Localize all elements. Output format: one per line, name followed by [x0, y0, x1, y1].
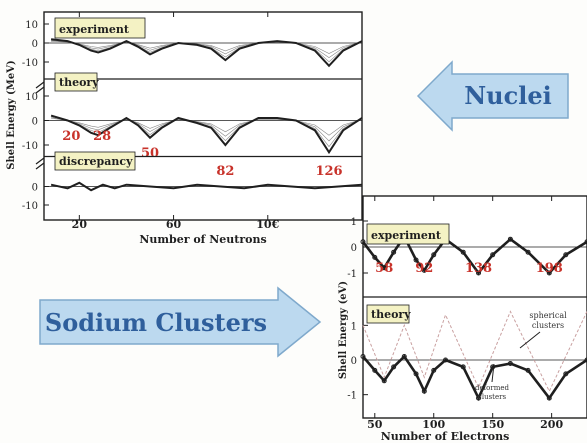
data-point — [546, 395, 552, 401]
spherical-callout-label: spherical — [529, 311, 567, 320]
nuclei-experiment-line — [50, 38, 363, 68]
data-point — [372, 367, 378, 373]
magic-number-label: 82 — [216, 164, 234, 179]
y-tick-label: -10 — [22, 58, 38, 69]
data-point — [490, 364, 496, 370]
x-axis-label: Number of Neutrons — [139, 233, 266, 246]
data-point — [421, 267, 427, 273]
y-tick-label: 0 — [32, 39, 38, 50]
panel-label: theory — [371, 308, 411, 321]
data-point — [401, 354, 407, 360]
nuclei-arrow-label: Nuclei — [464, 81, 552, 110]
nuclei-discrepancy-line — [50, 181, 363, 192]
nuclei-arrow-shape — [416, 60, 569, 132]
panel-label-box — [54, 151, 136, 171]
data-point — [546, 270, 552, 276]
y-tick-label: 0 — [32, 117, 38, 128]
y-axis-label: Shell Energy (eV) — [338, 281, 349, 379]
spherical-clusters-line — [362, 310, 587, 393]
y-tick-label: 10 — [25, 92, 38, 103]
data-point — [431, 252, 437, 258]
data-point — [525, 249, 531, 255]
panel-label-box — [54, 17, 146, 39]
data-point — [490, 252, 496, 258]
clusters-arrow: Sodium Clusters — [39, 286, 322, 358]
deformed-callout-label: clusters — [478, 393, 507, 401]
clusters-arrow-label: Sodium Clusters — [45, 308, 267, 337]
panel-label: theory — [59, 76, 99, 89]
panel-label: discrepancy — [59, 155, 133, 168]
data-point — [360, 239, 366, 245]
panel-label-box — [366, 304, 410, 324]
y-tick-label: 1 — [351, 217, 357, 228]
magic-number-label: 138 — [465, 261, 492, 276]
x-tick-label: 60 — [166, 218, 182, 231]
data-point — [421, 388, 427, 394]
y-tick-label: -1 — [347, 269, 357, 280]
data-point — [584, 357, 587, 363]
data-point — [391, 249, 397, 255]
clusters-arrow-shape — [39, 286, 322, 358]
data-point — [372, 254, 378, 260]
nuclei-theory-line — [50, 114, 363, 155]
spherical-callout-label: clusters — [532, 321, 564, 330]
data-point — [563, 252, 569, 258]
data-point — [460, 364, 466, 370]
data-point — [507, 236, 513, 242]
magic-number-label: 20 — [62, 129, 80, 144]
magic-number-label: 28 — [93, 129, 111, 144]
data-point — [443, 357, 449, 363]
magic-number-label: 198 — [536, 261, 563, 276]
x-tick-label: 10€ — [256, 218, 279, 231]
magic-number-label: 126 — [315, 164, 342, 179]
y-tick-label: 0 — [351, 356, 357, 367]
data-point — [360, 354, 366, 360]
y-tick-label: -10 — [22, 201, 38, 212]
panel-label-box — [54, 72, 98, 92]
data-point — [460, 249, 466, 255]
data-point — [381, 265, 387, 271]
nuclei-arrow: Nuclei — [416, 60, 569, 132]
nuclei-chart: 10 0 -10 experiment 10 0 -10 20 28 50 82 126 theory 0… — [6, 11, 363, 246]
magic-number-label: 92 — [415, 261, 433, 276]
y-tick-label: -10 — [22, 141, 38, 152]
deformed-clusters-line — [362, 354, 587, 402]
deformed-callout-arrow — [491, 363, 495, 383]
spherical-callout-arrow — [519, 331, 541, 349]
panel-label: experiment — [371, 229, 442, 242]
panel-label-box — [366, 223, 450, 245]
data-point — [525, 367, 531, 373]
axis-break-mark — [35, 81, 45, 94]
data-point — [431, 367, 437, 373]
data-point — [381, 378, 387, 384]
data-point — [584, 239, 587, 245]
data-point — [476, 270, 482, 276]
panel-label: experiment — [59, 23, 130, 36]
data-point — [563, 371, 569, 377]
y-tick-label: -1 — [347, 391, 357, 402]
x-tick-label: 50 — [367, 418, 383, 431]
x-tick-label: 20 — [72, 218, 88, 231]
y-tick-label: 0 — [351, 243, 357, 254]
axis-break-mark — [35, 157, 45, 170]
data-point — [476, 395, 482, 401]
data-point — [391, 364, 397, 370]
data-point — [413, 257, 419, 263]
y-tick-label: 1 — [351, 321, 357, 332]
data-point — [507, 360, 513, 366]
x-axis-label: Number of Electrons — [381, 430, 510, 443]
magic-number-label: 50 — [141, 146, 159, 161]
y-tick-label: 10 — [25, 20, 38, 31]
y-axis-label: Shell Energy (MeV) — [6, 60, 17, 169]
x-tick-label: 100 — [422, 418, 445, 431]
sodium_clusters-chart: 1 0 -1 58 92 138 198 experiment 1 0 -1 theory 50 100 1… — [338, 195, 587, 443]
x-tick-label: 200 — [540, 418, 563, 431]
deformed-callout-label: deformed — [475, 384, 510, 392]
magic-number-label: 58 — [375, 261, 393, 276]
data-point — [413, 371, 419, 377]
x-tick-label: 150 — [481, 418, 504, 431]
y-tick-label: 0 — [32, 183, 38, 194]
